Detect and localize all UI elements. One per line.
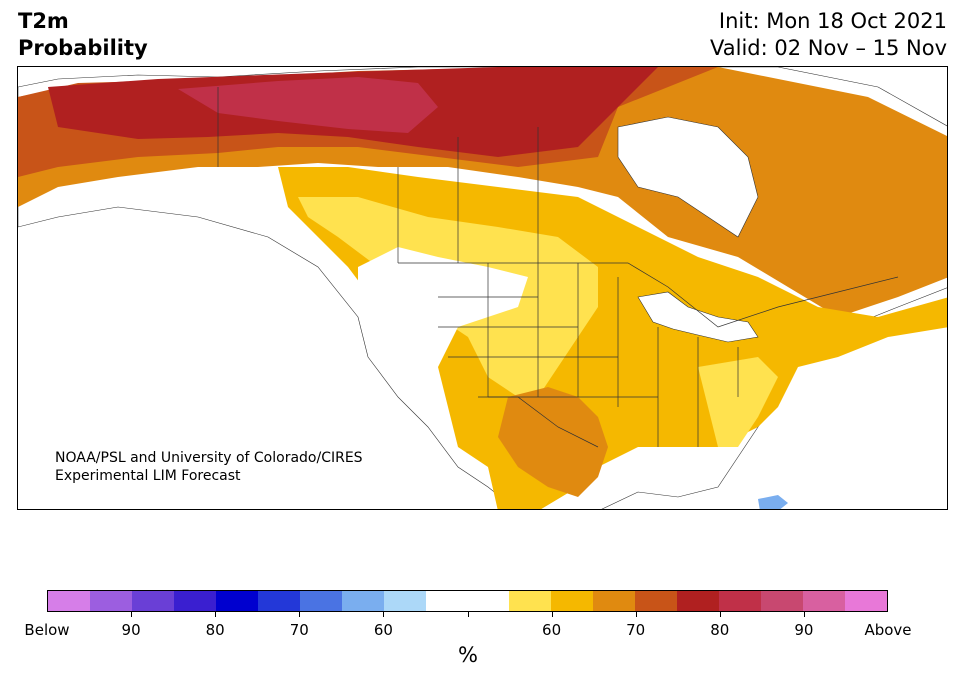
colorbar-label-10: Above xyxy=(864,621,912,639)
colorbar-segment-18 xyxy=(803,591,846,611)
colorbar-tick-8 xyxy=(719,612,721,617)
orange-south xyxy=(498,387,608,497)
colorbar-label-0: Below xyxy=(24,621,70,639)
colorbar-tick-5 xyxy=(467,612,469,617)
colorbar-label-9: 90 xyxy=(794,621,814,639)
map-title: T2m Probability xyxy=(18,8,148,62)
colorbar-segment-10 xyxy=(467,591,510,611)
credit-text: NOAA/PSL and University of Colorado/CIRE… xyxy=(55,449,363,485)
colorbar-unit: % xyxy=(458,643,478,667)
colorbar-label-7: 70 xyxy=(626,621,646,639)
crimson-patch xyxy=(178,77,438,133)
credit-line-2: Experimental LIM Forecast xyxy=(55,468,241,484)
colorbar-tick-4 xyxy=(383,612,385,617)
colorbar-segment-2 xyxy=(131,591,174,611)
colorbar-label-2: 80 xyxy=(205,621,225,639)
colorbar-label-3: 70 xyxy=(289,621,309,639)
colorbar-segment-15 xyxy=(677,591,720,611)
colorbar-segment-16 xyxy=(719,591,762,611)
colorbar-segment-6 xyxy=(299,591,342,611)
colorbar-segment-12 xyxy=(551,591,594,611)
colorbar-tick-3 xyxy=(299,612,301,617)
colorbar-label-4: 60 xyxy=(373,621,393,639)
colorbar-segment-11 xyxy=(509,591,552,611)
hudson-bay xyxy=(617,116,759,238)
colorbar-segment-0 xyxy=(48,591,90,611)
colorbar-segment-4 xyxy=(215,591,258,611)
colorbar-segment-9 xyxy=(425,591,468,611)
great-lakes xyxy=(637,291,759,343)
colorbar-segment-13 xyxy=(593,591,636,611)
colorbar-segment-3 xyxy=(173,591,216,611)
colorbar-label-8: 80 xyxy=(710,621,730,639)
colorbar-tick-6 xyxy=(551,612,553,617)
colorbar-segment-14 xyxy=(635,591,678,611)
colorbar-segment-17 xyxy=(761,591,804,611)
colorbar-segment-1 xyxy=(89,591,132,611)
colorbar-tick-2 xyxy=(215,612,217,617)
colorbar-ticks xyxy=(47,612,888,618)
yellow-southeast xyxy=(698,357,778,447)
title-line-quantity: Probability xyxy=(18,36,148,60)
colorbar-tick-7 xyxy=(635,612,637,617)
blue-patch xyxy=(758,495,788,509)
colorbar-segment-5 xyxy=(257,591,300,611)
colorbar-segment-19 xyxy=(845,591,888,611)
colorbar xyxy=(47,590,888,612)
colorbar-label-1: 90 xyxy=(121,621,141,639)
colorbar-tick-9 xyxy=(803,612,805,617)
forecast-map xyxy=(17,66,948,510)
colorbar-label-6: 60 xyxy=(542,621,562,639)
date-info: Init: Mon 18 Oct 2021 Valid: 02 Nov – 15… xyxy=(710,8,947,62)
title-line-variable: T2m xyxy=(18,9,69,33)
credit-line-1: NOAA/PSL and University of Colorado/CIRE… xyxy=(55,450,363,466)
valid-range: Valid: 02 Nov – 15 Nov xyxy=(710,36,947,60)
political-borders xyxy=(217,87,899,448)
colorbar-segment-8 xyxy=(383,591,426,611)
map-svg xyxy=(18,67,947,509)
colorbar-tick-1 xyxy=(131,612,133,617)
init-date: Init: Mon 18 Oct 2021 xyxy=(718,9,947,33)
colorbar-segment-7 xyxy=(341,591,384,611)
